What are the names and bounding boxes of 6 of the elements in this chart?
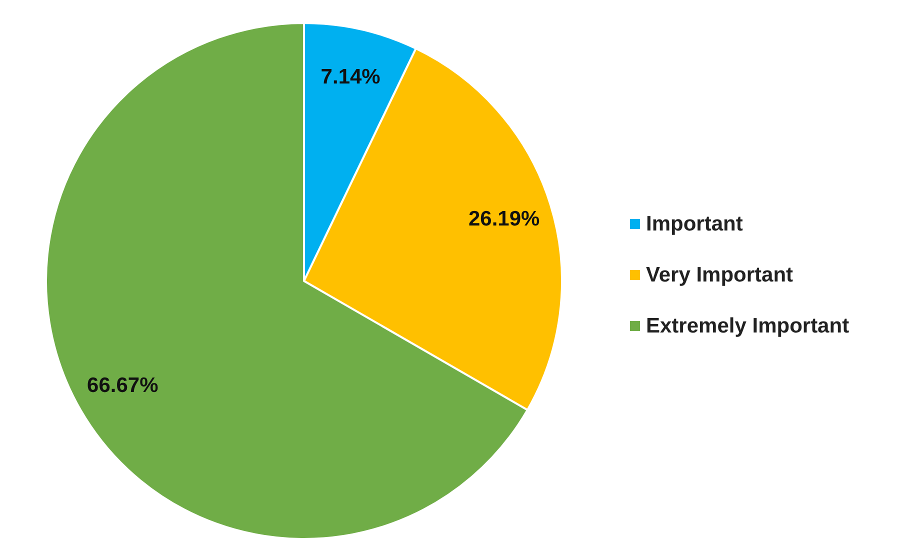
legend-label: Important <box>646 212 743 236</box>
data-label: 7.14% <box>320 65 381 88</box>
legend-label: Extremely Important <box>646 314 850 338</box>
legend-label: Very Important <box>646 264 794 286</box>
data-label: 66.67% <box>87 374 159 398</box>
data-label: 26.19% <box>468 208 540 231</box>
